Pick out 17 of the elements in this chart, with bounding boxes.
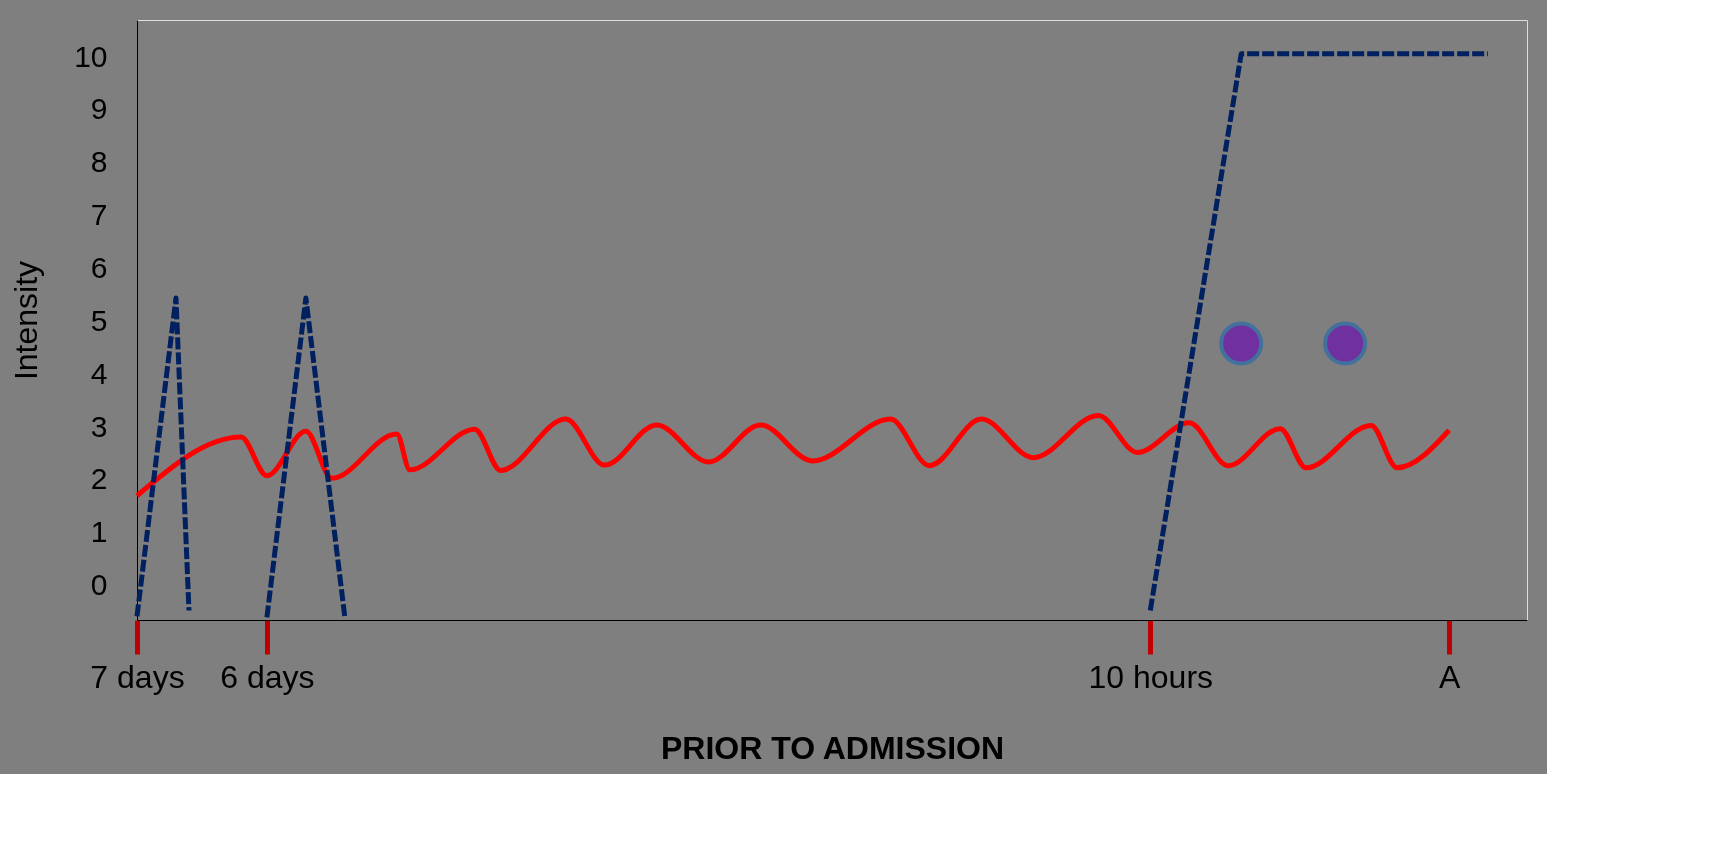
y-tick-label: 4 [90,356,108,390]
y-tick-label: 5 [90,303,108,337]
x-tick-label: 7 days [90,658,185,695]
y-tick-label: 10 [74,39,108,73]
y-tick-label: 7 [90,198,108,232]
y-tick-label: 9 [90,92,108,126]
y-tick-label: 3 [90,409,108,443]
y-tick-label: 1 [90,515,108,549]
x-tick-label: 10 hours [1088,658,1214,695]
y-tick-label: 8 [90,145,108,179]
y-tick-label: 2 [90,462,108,496]
y-tick-label: 0 [90,568,108,602]
x-axis-title: PRIOR TO ADMISSION [660,729,1005,766]
x-tick-label: A [1438,658,1461,695]
y-axis-title: Intensity [8,260,45,381]
x-tick-label: 6 days [220,658,315,695]
y-tick-label: 6 [90,250,108,284]
